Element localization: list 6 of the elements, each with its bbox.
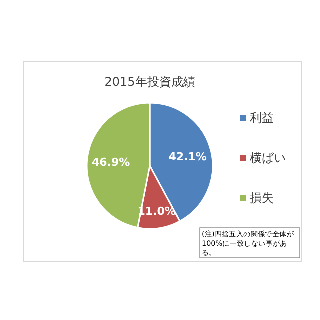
legend-label: 横ばい: [250, 151, 286, 165]
data-label: 42.1%: [168, 150, 207, 164]
legend-label: 利益: [250, 111, 274, 125]
legend-label: 損失: [250, 191, 274, 205]
data-label: 46.9%: [92, 156, 130, 170]
chart-title: 2015年投資成績: [104, 75, 196, 89]
